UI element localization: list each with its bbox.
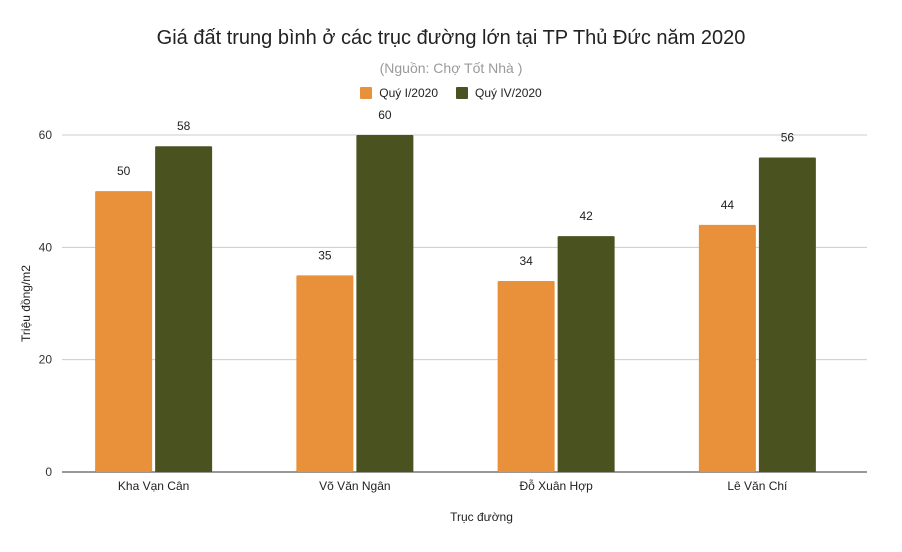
- legend: Quý I/2020 Quý IV/2020: [0, 86, 902, 100]
- chart-title: Giá đất trung bình ở các trục đường lớn …: [156, 27, 746, 49]
- legend-item-q1: Quý I/2020: [360, 86, 438, 100]
- x-tick-label: Kha Vạn Cân: [118, 479, 189, 493]
- y-tick-label: 20: [39, 353, 53, 367]
- y-tick-label: 40: [39, 240, 53, 254]
- bar: [557, 236, 615, 472]
- bar: [296, 275, 354, 472]
- data-label: 44: [721, 198, 735, 212]
- x-tick-label: Đỗ Xuân Hợp: [520, 478, 594, 493]
- y-tick-label: 0: [45, 465, 52, 479]
- data-label: 35: [318, 248, 332, 262]
- data-label: 58: [177, 119, 191, 133]
- x-tick-label: Võ Văn Ngân: [319, 479, 390, 493]
- data-label: 34: [519, 254, 533, 268]
- y-axis-title: Triệu đồng/m2: [19, 265, 33, 342]
- data-label: 60: [378, 108, 392, 122]
- bar: [95, 191, 153, 472]
- data-label: 56: [781, 130, 795, 144]
- x-tick-label: Lê Văn Chí: [727, 479, 788, 493]
- bar: [356, 135, 414, 472]
- legend-swatch-q1: [360, 87, 373, 99]
- legend-item-q4: Quý IV/2020: [456, 86, 542, 100]
- y-tick-label: 60: [39, 128, 53, 142]
- legend-swatch-q4: [456, 87, 468, 99]
- chart-subtitle: (Nguồn: Chợ Tốt Nhà ): [379, 60, 523, 76]
- x-axis-title: Trục đường: [450, 510, 513, 524]
- legend-label-q1: Quý I/2020: [379, 86, 438, 100]
- data-label: 50: [117, 164, 131, 178]
- bar: [497, 281, 555, 472]
- bar: [155, 146, 213, 472]
- bar: [758, 157, 816, 472]
- bar: [698, 224, 756, 472]
- data-label: 42: [579, 209, 593, 223]
- legend-label-q4: Quý IV/2020: [475, 86, 542, 100]
